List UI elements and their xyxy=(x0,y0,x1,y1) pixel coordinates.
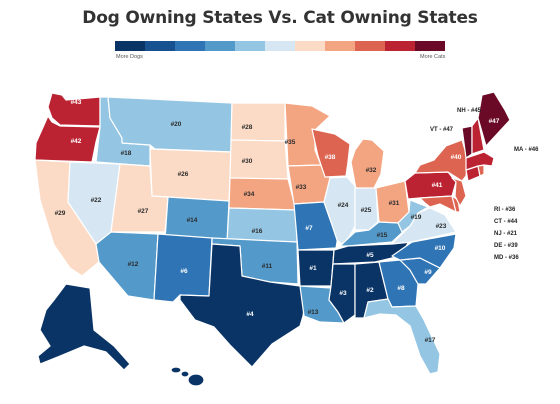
label-la: #13 xyxy=(308,309,319,316)
label-va: #23 xyxy=(436,223,447,230)
label-or: #42 xyxy=(71,138,82,145)
state-tx[interactable] xyxy=(179,243,307,368)
label-mn: #35 xyxy=(285,139,296,146)
label-nc: #10 xyxy=(435,245,446,252)
label-ca: #29 xyxy=(55,210,66,217)
legend-swatch-2 xyxy=(145,41,175,51)
label-nv: #22 xyxy=(91,197,102,204)
label-mi: #32 xyxy=(366,167,377,174)
callout-md: MD - #36 xyxy=(494,255,519,261)
state-pa[interactable] xyxy=(404,171,457,200)
label-ut: #27 xyxy=(138,208,149,215)
label-ky: #15 xyxy=(377,232,388,239)
state-wv[interactable] xyxy=(397,199,429,233)
label-mo: #7 xyxy=(305,225,313,232)
label-mt: #20 xyxy=(171,121,182,128)
legend-right-label: More Cats xyxy=(420,54,446,60)
label-tn: #5 xyxy=(366,252,374,259)
legend-swatch-5 xyxy=(235,41,265,51)
label-sd: #30 xyxy=(242,158,253,165)
state-wy[interactable] xyxy=(149,148,232,202)
callout-ma: MA - #46 xyxy=(514,147,539,153)
legend-swatch-8 xyxy=(325,41,355,51)
label-sc: #9 xyxy=(424,269,432,276)
label-il: #24 xyxy=(338,202,349,209)
callout-vt: VT - #47 xyxy=(430,127,454,133)
legend-swatch-1 xyxy=(115,41,145,51)
state-nh[interactable] xyxy=(471,117,485,155)
state-ks[interactable] xyxy=(226,207,298,243)
legend-swatch-11 xyxy=(415,41,445,51)
state-mi[interactable] xyxy=(350,138,385,190)
callout-ri: RI - #36 xyxy=(494,207,516,213)
state-ne[interactable] xyxy=(228,177,297,211)
label-ne: #34 xyxy=(244,191,255,198)
label-ga: #8 xyxy=(397,285,405,292)
label-id: #18 xyxy=(121,150,132,157)
state-nd[interactable] xyxy=(230,102,286,142)
callout-nj: NJ - #21 xyxy=(494,231,518,237)
label-wi: #38 xyxy=(325,154,336,161)
label-wa: #43 xyxy=(71,99,82,106)
label-al: #2 xyxy=(366,287,374,294)
state-wi[interactable] xyxy=(311,128,351,178)
label-ok: #11 xyxy=(262,263,273,270)
label-ia: #33 xyxy=(296,184,307,191)
state-fl[interactable] xyxy=(363,298,441,375)
state-me[interactable] xyxy=(477,91,511,147)
label-in: #25 xyxy=(361,207,372,214)
callout-de: DE - #39 xyxy=(494,243,518,249)
callout-ct: CT - #44 xyxy=(494,219,518,225)
state-ma[interactable] xyxy=(465,151,495,171)
state-wa[interactable] xyxy=(47,92,101,127)
state-ak[interactable] xyxy=(37,283,131,371)
label-tx: #4 xyxy=(246,311,254,318)
label-me: #47 xyxy=(489,118,500,125)
label-wv: #19 xyxy=(411,214,422,221)
color-legend xyxy=(115,41,445,51)
legend-swatch-6 xyxy=(265,41,295,51)
callout-nh: NH - #45 xyxy=(457,108,482,114)
label-az: #12 xyxy=(128,261,139,268)
label-fl: #17 xyxy=(425,337,436,344)
label-ar: #1 xyxy=(309,265,317,272)
legend-swatch-4 xyxy=(205,41,235,51)
state-or[interactable] xyxy=(34,115,101,163)
legend-swatch-3 xyxy=(175,41,205,51)
legend-swatch-10 xyxy=(385,41,415,51)
map-title: Dog Owning States Vs. Cat Owning States xyxy=(82,8,478,28)
label-ms: #3 xyxy=(339,290,347,297)
state-sd[interactable] xyxy=(229,139,289,180)
legend-swatch-9 xyxy=(355,41,385,51)
legend-swatch-7 xyxy=(295,41,325,51)
label-co: #14 xyxy=(187,217,198,224)
label-wy: #26 xyxy=(178,171,189,178)
label-nd: #28 xyxy=(242,124,253,131)
label-oh: #31 xyxy=(389,200,400,207)
label-ks: #16 xyxy=(252,228,263,235)
legend-left-label: More Dogs xyxy=(116,54,143,60)
state-hi[interactable] xyxy=(170,366,205,387)
label-pa: #41 xyxy=(432,182,443,189)
label-ny: #40 xyxy=(451,154,462,161)
label-nm: #6 xyxy=(180,268,188,275)
